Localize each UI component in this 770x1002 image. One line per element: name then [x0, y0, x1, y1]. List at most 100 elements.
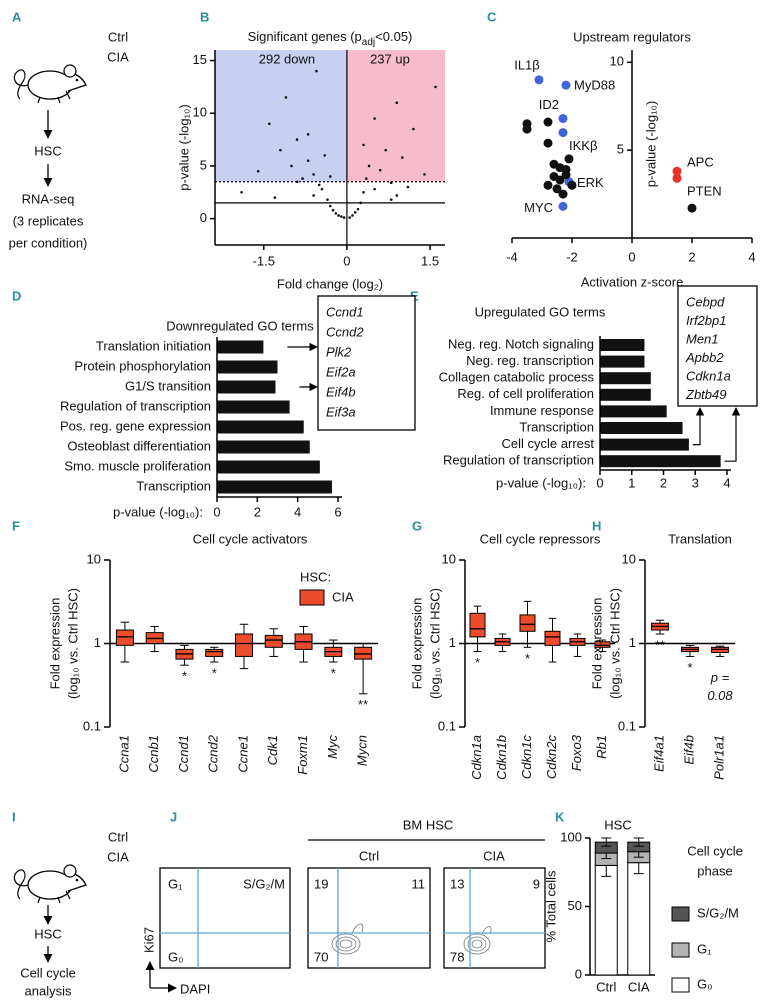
flow-plot: [443, 867, 546, 969]
gate-label: G₀: [168, 949, 184, 964]
y-tick-label: 0: [575, 966, 582, 981]
category-label: G1/S transition: [125, 378, 211, 393]
step: HSC: [34, 143, 61, 158]
group-label: Ctrl: [108, 829, 128, 844]
point: [687, 203, 697, 213]
title-part: Significant genes (p: [248, 29, 362, 44]
contour: [331, 923, 364, 955]
x-tick-label: Cdkn2c: [544, 735, 559, 780]
x-tick-label: Cdkn1a: [469, 735, 484, 780]
point-label: ID2: [539, 97, 559, 112]
step: Cell cycle: [20, 965, 76, 980]
bar: [600, 455, 721, 468]
point: [312, 173, 315, 176]
x-tick-label: 4: [294, 504, 301, 519]
category-label: Regulation of transcription: [60, 398, 211, 413]
panel-label: F: [12, 518, 20, 533]
point: [522, 124, 532, 134]
group-label: Ctrl: [108, 29, 128, 44]
sample-name: CIA: [483, 848, 505, 863]
x-tick-label: Cdk1: [265, 735, 280, 765]
gene-name: Ccnd2: [326, 324, 364, 339]
point: [395, 101, 399, 105]
panel-label: H: [592, 518, 601, 533]
point: [328, 175, 332, 178]
box: [205, 648, 224, 657]
point: [312, 194, 315, 197]
point-label: ERK: [577, 175, 604, 190]
point: [334, 212, 338, 215]
flow-plot: [307, 867, 431, 969]
legend-swatch: [299, 589, 325, 606]
panel-label: G: [412, 518, 422, 533]
title-part: adj: [362, 37, 375, 48]
gene-name: Plk2: [326, 344, 352, 359]
legend-title: Cell cycle: [687, 843, 743, 858]
y-axis-label: (log₁₀ vs. Ctrl HSC): [607, 588, 622, 699]
mouse-icon: [13, 864, 87, 904]
category-label: Osteoblast differentiation: [67, 438, 211, 453]
bar: [217, 440, 310, 454]
significance: *: [182, 669, 187, 684]
y-axis-label: (log₁₀ vs. Ctrl HSC): [427, 588, 442, 699]
point: [561, 170, 571, 180]
bar: [600, 355, 645, 368]
legend-title: phase: [697, 863, 732, 878]
quadrant-percent: 11: [412, 876, 426, 891]
x-tick-label: 0: [213, 504, 220, 519]
legend-label: G₁: [697, 941, 712, 956]
sample-name: Ctrl: [359, 848, 379, 863]
point: [320, 187, 324, 191]
chart-title: Upstream regulators: [573, 29, 691, 44]
category-label: Smo. muscle proliferation: [64, 458, 211, 473]
panel-label: C: [487, 9, 497, 24]
x-tick-label: Cdkn1b: [494, 735, 509, 780]
y-axis-label: Fold expression: [409, 598, 424, 690]
bar: [217, 400, 290, 414]
point: [567, 180, 577, 190]
x-tick-label: -2: [566, 249, 578, 264]
point: [543, 117, 553, 127]
chart-title: Significant genes (padj<0.05): [248, 29, 413, 47]
point: [434, 85, 437, 89]
down-region: [215, 50, 347, 182]
category-label: Transcription: [136, 478, 211, 493]
x-tick-label: Ccnb1: [146, 735, 161, 773]
gene-name: Eif2a: [326, 364, 356, 379]
up-region: [346, 50, 445, 182]
category-label: Cell cycle arrest: [502, 436, 595, 451]
point: [256, 169, 260, 173]
point: [290, 164, 293, 168]
point: [401, 156, 404, 159]
point: [423, 173, 426, 176]
category-label: Neg. reg. Notch signaling: [448, 336, 594, 351]
gate-plot: [159, 867, 291, 969]
point: [389, 198, 393, 201]
y-tick-label: 0: [200, 210, 207, 225]
bar: [217, 420, 304, 434]
x-tick-label: CIA: [628, 979, 650, 994]
y-axis-label: Fold expression: [47, 598, 62, 690]
gate-label: S/G₂/M: [243, 876, 285, 891]
x-axis-label: p-value (-log₁₀):: [113, 504, 203, 519]
bar: [600, 422, 683, 434]
point-label: PTEN: [687, 184, 722, 199]
bar-segment: [594, 864, 618, 976]
quadrant-percent: 78: [450, 949, 464, 964]
y-tick-label: 10: [193, 105, 207, 120]
y-axis-label: Fold expression: [589, 598, 604, 690]
y-tick-label: 5: [617, 142, 624, 157]
x-tick-label: Ccnd1: [176, 735, 191, 773]
gene-name: Zbtb49: [685, 387, 726, 402]
point: [317, 183, 321, 187]
x-tick-label: Foxm1: [295, 735, 310, 775]
panel-label: A: [12, 9, 22, 24]
protocol-i: Ctrl CIA HSC Cell cycle analysis: [13, 829, 129, 998]
point: [543, 138, 553, 148]
y-tick-label: 15: [193, 52, 207, 67]
point: [284, 96, 288, 99]
point: [395, 194, 399, 197]
box: [264, 634, 283, 648]
y-tick-label: 0.1: [618, 718, 636, 733]
box: [235, 633, 253, 657]
